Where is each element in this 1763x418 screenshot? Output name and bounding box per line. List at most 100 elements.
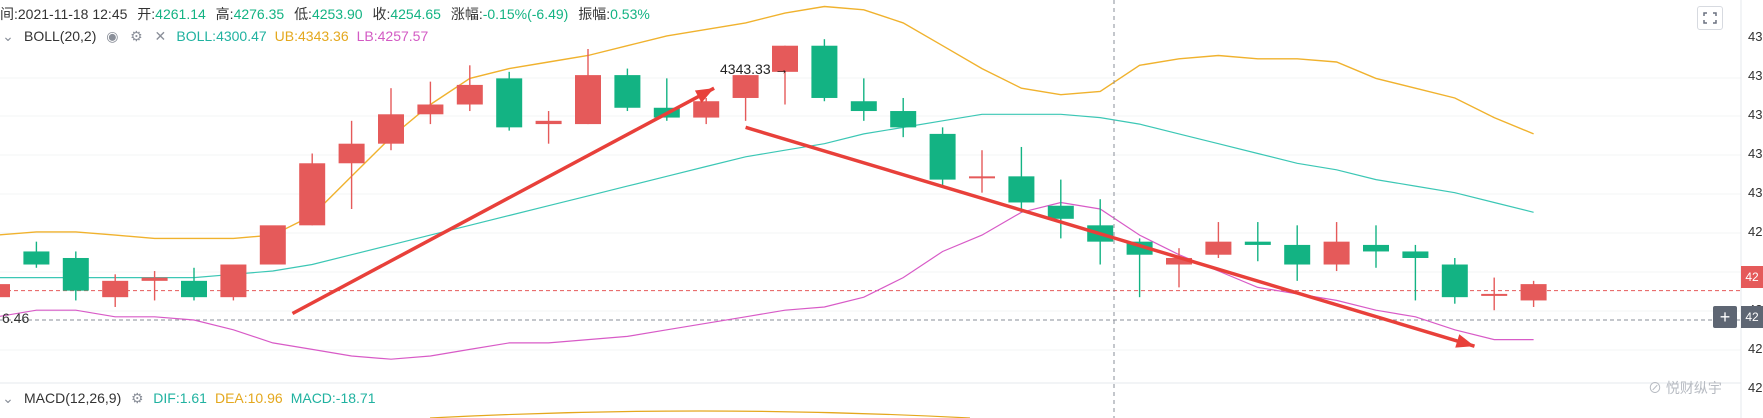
trend-arrow-head (1455, 334, 1475, 348)
axis-tick-label: 42 (1748, 224, 1762, 239)
trend-arrow-shaft (291, 86, 715, 316)
settings-gear-icon[interactable]: ⚙ (130, 28, 143, 44)
candle (850, 78, 877, 121)
candle (575, 48, 601, 125)
axis-tick-label: 42 (1748, 341, 1762, 356)
candle-body (1244, 241, 1271, 245)
boll-name: BOLL(20,2) (24, 28, 97, 44)
candle-body (969, 176, 995, 179)
amplitude-label: 振幅: (578, 6, 611, 22)
change-label: 涨幅: (450, 6, 483, 22)
candle-body (1205, 241, 1232, 255)
candle (929, 127, 956, 187)
candle-body (575, 75, 601, 125)
candle (1363, 225, 1389, 268)
candle (23, 241, 50, 268)
boll-lb-value: LB:4257.57 (356, 28, 429, 44)
price-grid (0, 77, 1741, 351)
candle (1244, 222, 1271, 262)
trend-arrow (291, 86, 715, 316)
axis-tick-label: 43 (1748, 68, 1762, 83)
candle-body (102, 280, 129, 298)
candle-body (1008, 176, 1035, 203)
candle (378, 88, 404, 151)
current-price-tag: 42 (1741, 266, 1763, 288)
boll-mid-value: BOLL:4300.47 (176, 28, 267, 44)
candle-body (614, 75, 641, 108)
collapse-chevron-icon[interactable]: ⌄ (2, 28, 14, 44)
fullscreen-icon (1703, 12, 1717, 24)
settings-gear-icon[interactable]: ⚙ (130, 390, 144, 406)
candle-body (890, 111, 917, 128)
candle-body (181, 280, 207, 298)
open-value: 4261.14 (155, 6, 206, 22)
candle (732, 75, 759, 121)
boll-legend: ⌄ BOLL(20,2) ◉ ⚙ ✕ BOLL:4300.47 UB:4343.… (0, 28, 428, 44)
candle (299, 153, 326, 226)
candle-body (220, 264, 247, 298)
candle-body (338, 143, 365, 164)
axis-tick-label: 43 (1748, 107, 1762, 122)
candle-body (850, 101, 877, 112)
candle-body (1166, 257, 1192, 265)
candle-body (456, 84, 483, 105)
ohlc-infobar: 间:2021-11-18 12:45 开:4261.14 高:4276.35 低… (0, 4, 656, 24)
trend-arrow (745, 125, 1476, 348)
candle (417, 81, 444, 125)
macd-dea-line (429, 410, 971, 418)
macd-legend: ⌄ MACD(12,26,9) ⚙ DIF:1.61 DEA:10.96 MAC… (0, 390, 376, 406)
candle (1166, 248, 1192, 288)
candle-body (1323, 241, 1350, 265)
time-label: 间:2021-11-18 12:45 (0, 6, 128, 22)
candle (62, 251, 89, 301)
candle (1520, 280, 1547, 307)
candle-body (259, 225, 286, 265)
candle-body (1047, 205, 1074, 219)
candle-body (535, 120, 562, 125)
amplitude-value: 0.53% (610, 6, 650, 22)
eye-icon[interactable]: ◉ (106, 28, 119, 44)
candle (890, 97, 917, 138)
candle (1284, 225, 1311, 281)
candle (338, 120, 365, 209)
add-price-line-button[interactable]: + (1713, 306, 1737, 328)
candle (181, 267, 207, 301)
left-price-label: 6.46 (2, 310, 29, 326)
candle-body (732, 75, 759, 98)
axis-tick-label: 42 (1748, 380, 1762, 395)
close-icon[interactable]: ✕ (154, 28, 167, 44)
axis-tick-label: 43 (1748, 185, 1762, 200)
low-value: 4253.90 (311, 6, 363, 22)
candle (1047, 179, 1074, 239)
low-label: 低: (294, 6, 312, 22)
mid-line (0, 113, 1534, 279)
hover-price-tag: 42 (1741, 306, 1763, 328)
axis-tick-label: 43 (1748, 146, 1762, 161)
high-value: 4276.35 (233, 6, 285, 22)
candle-body (693, 101, 720, 118)
fullscreen-button[interactable] (1697, 6, 1723, 30)
close-value: 4254.65 (390, 6, 441, 22)
candle-body (1441, 264, 1468, 298)
candle-body (772, 45, 798, 72)
candle (693, 97, 720, 125)
candle (969, 150, 995, 193)
macd-macd-value: MACD:-18.71 (290, 390, 376, 406)
candle-body (0, 284, 10, 298)
boll-ub-value: UB:4343.36 (274, 28, 349, 44)
candle-body (1520, 284, 1547, 301)
candle-body (1363, 244, 1389, 252)
candle (811, 39, 838, 102)
open-label: 开: (137, 6, 156, 22)
candle (456, 65, 483, 112)
collapse-chevron-icon[interactable]: ⌄ (2, 390, 14, 406)
candle-body (23, 251, 50, 265)
candle (1323, 222, 1350, 272)
candle-body (1402, 251, 1429, 258)
trend-arrow-head (694, 88, 715, 103)
reference-lines (0, 290, 1741, 321)
candle-body (417, 104, 444, 115)
trend-arrow-shaft (745, 125, 1476, 348)
macd-dif-value: DIF:1.61 (153, 390, 207, 406)
